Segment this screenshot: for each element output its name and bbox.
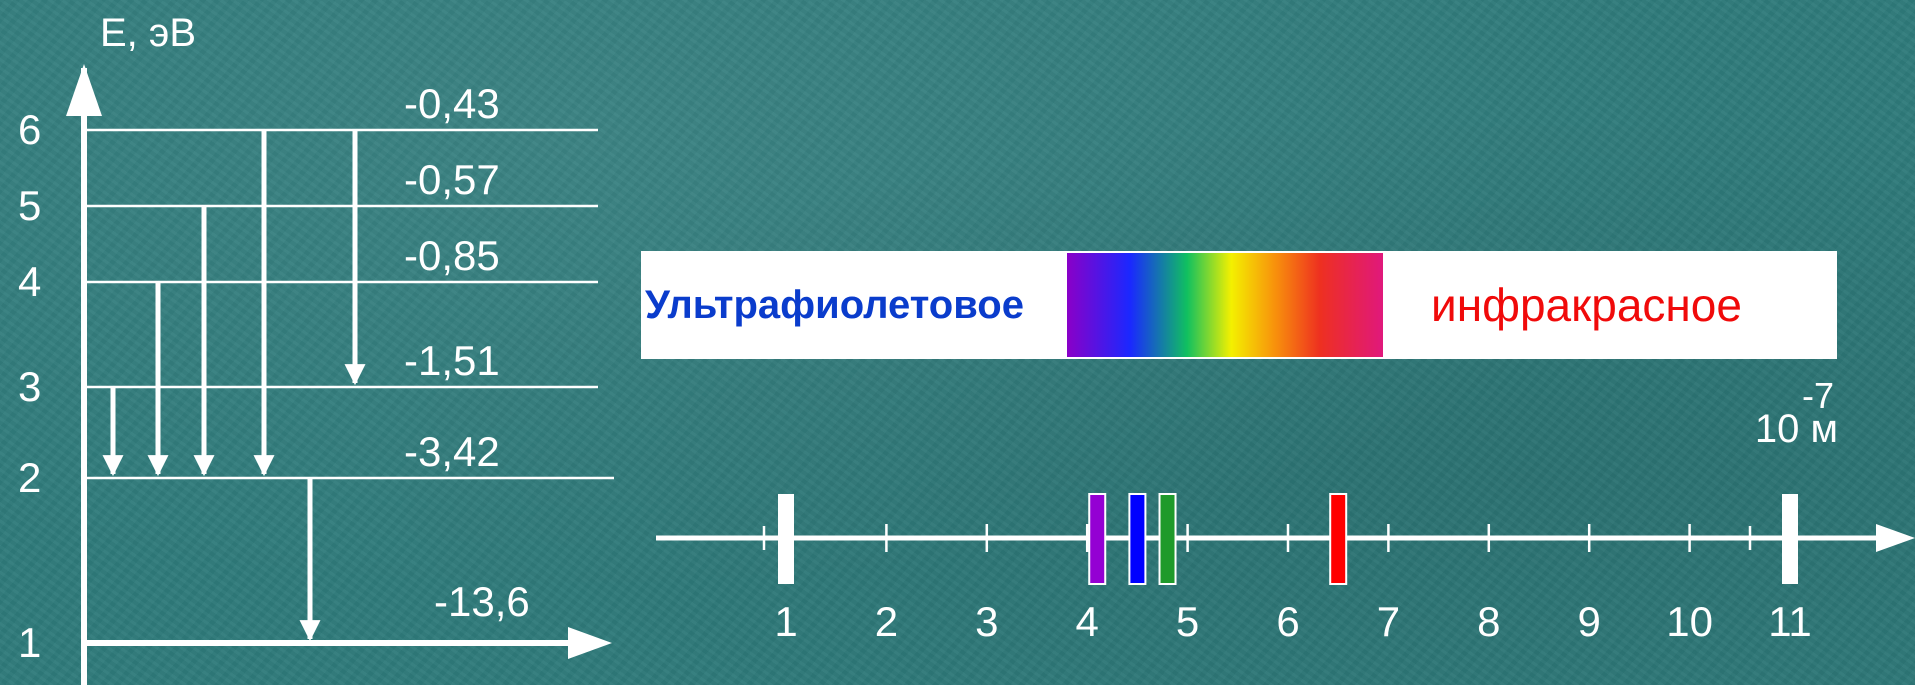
- level-number-1: 1: [18, 619, 41, 666]
- unit-suffix: м: [1811, 407, 1839, 451]
- tick-label-1: 1: [774, 598, 797, 645]
- level-energy-5: -0,57: [404, 156, 500, 203]
- tick-label-3: 3: [975, 598, 998, 645]
- energy-axis-label: E, эВ: [100, 11, 196, 55]
- level-energy-2: -3,42: [404, 428, 500, 475]
- infrared-label: инфракрасное: [1431, 279, 1742, 331]
- tick-label-8: 8: [1477, 598, 1500, 645]
- wavelength-ticks: 1 2 3 4 5 6 7 8 9 10 11: [762, 494, 1812, 645]
- level-number-3: 3: [18, 363, 41, 410]
- level-number-6: 6: [18, 106, 41, 153]
- tick-label-7: 7: [1377, 598, 1400, 645]
- transitions: [102, 130, 366, 642]
- level-energy-3: -1,51: [404, 337, 500, 384]
- wavelength-axis-arrowhead: [1876, 524, 1915, 552]
- spectral-line-4: [1329, 493, 1348, 585]
- level-energy-1: -13,6: [434, 578, 530, 625]
- tick-label-5: 5: [1176, 598, 1199, 645]
- tick-label-2: 2: [875, 598, 898, 645]
- level-number-5: 5: [18, 182, 41, 229]
- tick-label-11: 11: [1768, 598, 1812, 645]
- visible-spectrum-gradient: [1067, 253, 1383, 357]
- spectral-line-3: [1158, 493, 1177, 585]
- level-number-2: 2: [18, 454, 41, 501]
- spectral-lines: [1088, 493, 1348, 585]
- wavelength-unit-exponent: -7: [1802, 375, 1834, 416]
- spectral-line-1: [1088, 493, 1107, 585]
- wavelength-axis: 1 2 3 4 5 6 7 8 9 10 11 10 м -7: [656, 375, 1915, 645]
- level-energy-4: -0,85: [404, 232, 500, 279]
- spectral-line-2: [1128, 493, 1147, 585]
- energy-axis-arrowhead: [66, 64, 102, 116]
- level-energy-6: -0,43: [404, 80, 500, 127]
- tick-label-10: 10: [1666, 598, 1713, 645]
- tick-label-9: 9: [1578, 598, 1601, 645]
- ultraviolet-label: Ультрафиолетовое: [645, 283, 1024, 327]
- tick-label-4: 4: [1076, 598, 1099, 645]
- tick-label-6: 6: [1276, 598, 1299, 645]
- energy-levels: 1 -13,6 2 -3,42 3 -1,51 4 -0,85 5 -0,57 6 -0,43: [18, 80, 614, 666]
- level-1-arrowhead: [568, 627, 612, 659]
- spectrum-band: Ультрафиолетовое инфракрасное: [641, 251, 1837, 359]
- level-number-4: 4: [18, 258, 41, 305]
- wavelength-unit: 10 м: [1755, 407, 1838, 451]
- unit-base: 10: [1755, 407, 1800, 451]
- energy-level-diagram: E, эВ 1 -13,6 2 -3,42 3 -1,51 4 -0,85 5 -0,57 6 -0,…: [18, 11, 614, 685]
